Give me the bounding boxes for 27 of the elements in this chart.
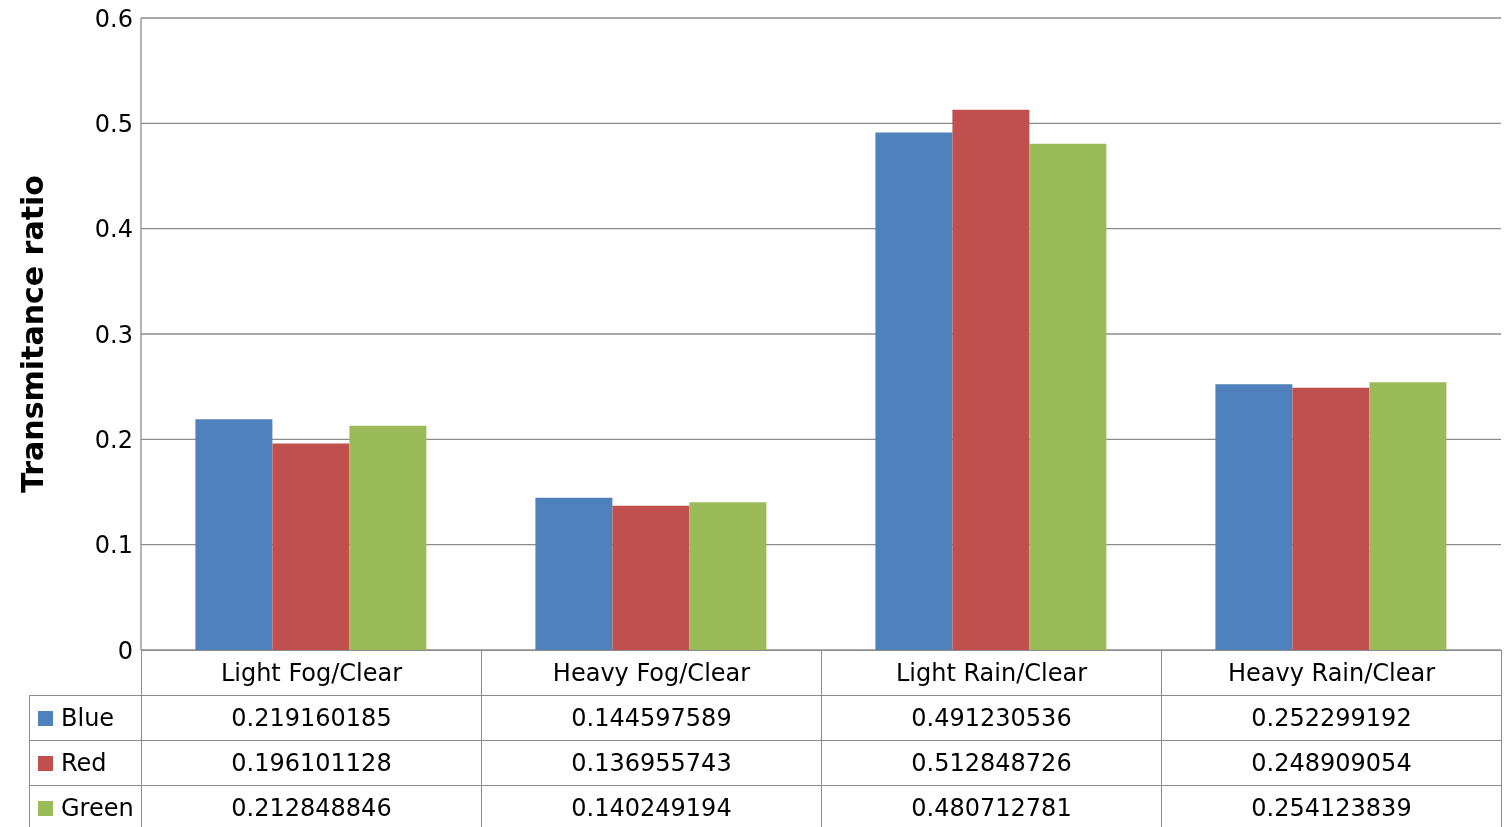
legend-label: Green [61, 794, 134, 823]
data-label: 0.144597589 [481, 695, 822, 741]
x-tick-label: Heavy Rain/Clear [1161, 650, 1502, 696]
legend-label: Red [61, 749, 107, 778]
x-tick-label: Heavy Fog/Clear [481, 650, 822, 696]
data-label: 0.196101128 [141, 740, 482, 786]
y-tick-label: 0.3 [94, 320, 133, 349]
legend-label: Blue [61, 704, 115, 733]
y-tick-label: 0.5 [94, 109, 133, 138]
data-label: 0.254123839 [1161, 785, 1502, 827]
data-label: 0.212848846 [141, 785, 482, 827]
data-label: 0.219160185 [141, 695, 482, 741]
data-label: 0.252299192 [1161, 695, 1502, 741]
y-tick-label: 0 [117, 636, 133, 665]
data-label: 0.512848726 [821, 740, 1162, 786]
y-axis-title: Transmitance ratio [14, 175, 50, 493]
data-label: 0.140249194 [481, 785, 822, 827]
data-label: 0.248909054 [1161, 740, 1502, 786]
y-tick-label: 0.2 [94, 425, 133, 454]
data-label: 0.480712781 [821, 785, 1162, 827]
x-tick-label: Light Fog/Clear [141, 650, 482, 696]
data-label: 0.491230536 [821, 695, 1162, 741]
y-tick-label: 0.6 [94, 4, 133, 33]
y-tick-label: 0.1 [94, 531, 133, 560]
x-tick-label: Light Rain/Clear [821, 650, 1162, 696]
y-tick-label: 0.4 [94, 215, 133, 244]
data-label: 0.136955743 [481, 740, 822, 786]
